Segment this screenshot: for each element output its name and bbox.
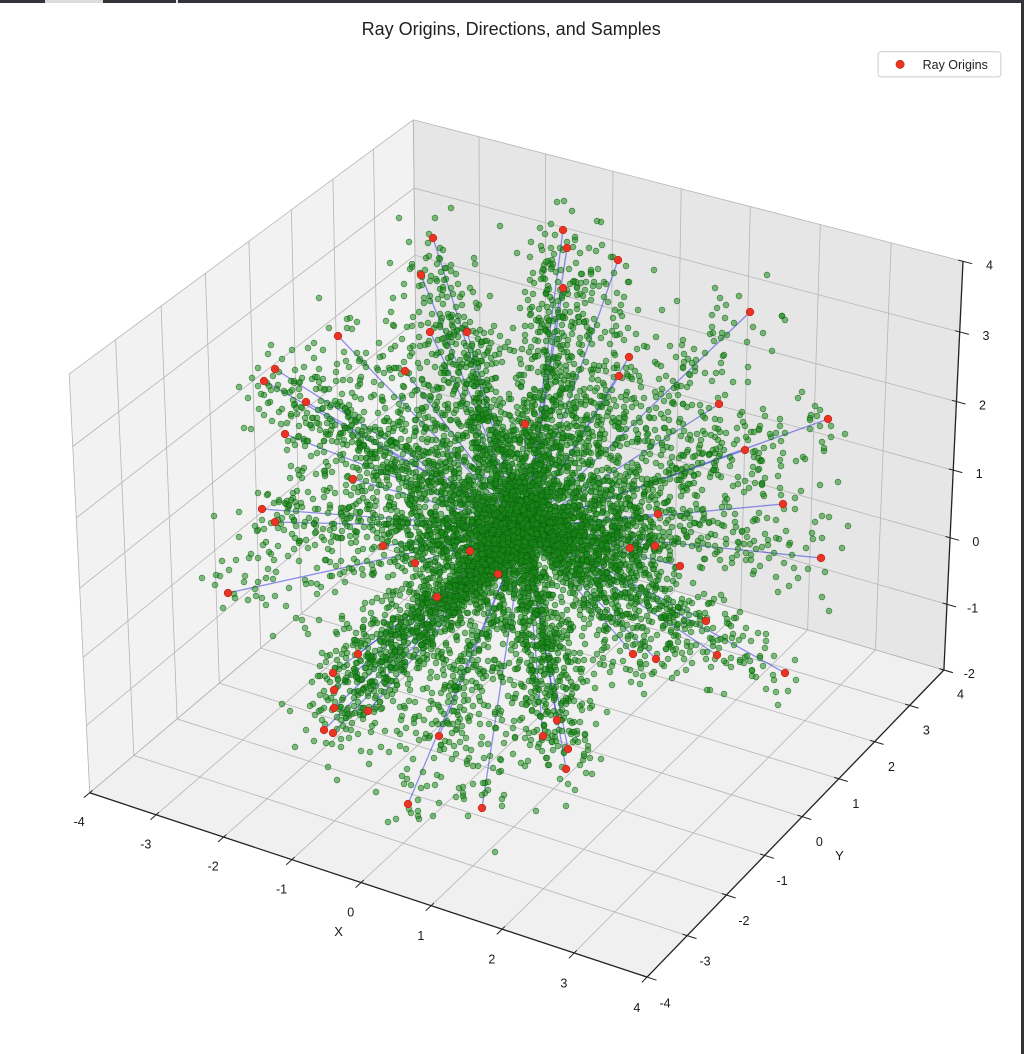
svg-text:1: 1 — [852, 797, 859, 811]
svg-text:0: 0 — [347, 906, 354, 920]
svg-text:-1: -1 — [967, 601, 978, 615]
svg-text:2: 2 — [888, 760, 895, 774]
svg-text:-3: -3 — [699, 955, 710, 969]
svg-text:3: 3 — [983, 329, 990, 343]
svg-text:3: 3 — [923, 723, 930, 737]
svg-text:3: 3 — [560, 977, 567, 991]
svg-text:0: 0 — [816, 835, 823, 849]
svg-text:4: 4 — [986, 259, 993, 273]
svg-text:4: 4 — [633, 1001, 640, 1015]
svg-text:2: 2 — [979, 399, 986, 413]
svg-text:X: X — [334, 924, 343, 939]
svg-text:1: 1 — [976, 467, 983, 481]
svg-text:-4: -4 — [74, 815, 85, 829]
svg-text:-1: -1 — [276, 883, 287, 897]
svg-text:-2: -2 — [208, 860, 219, 874]
svg-text:-3: -3 — [140, 837, 151, 851]
svg-text:4: 4 — [957, 688, 964, 702]
svg-text:-4: -4 — [659, 996, 670, 1010]
svg-text:-2: -2 — [738, 914, 749, 928]
svg-text:-2: -2 — [964, 667, 975, 681]
svg-text:2: 2 — [488, 953, 495, 967]
svg-text:Y: Y — [835, 848, 844, 863]
svg-text:-1: -1 — [776, 874, 787, 888]
svg-text:1: 1 — [417, 929, 424, 943]
svg-text:0: 0 — [972, 535, 979, 549]
